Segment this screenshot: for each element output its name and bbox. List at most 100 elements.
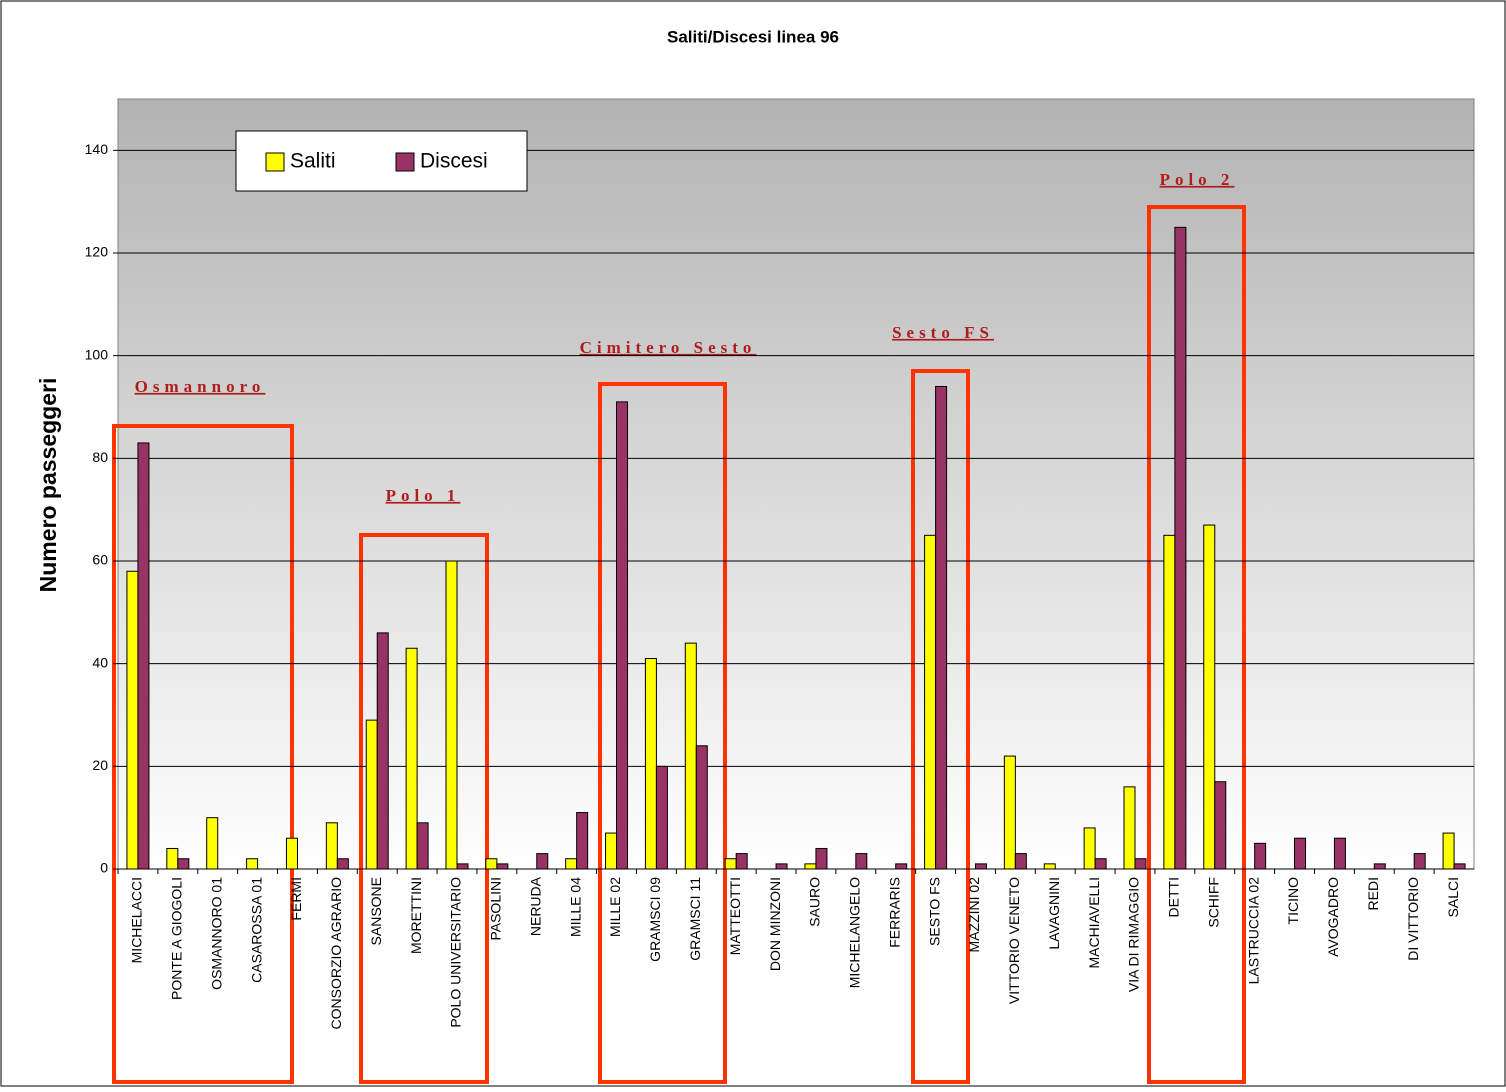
bar [1254, 842, 1267, 870]
x-tick-label: MAZZINI 02 [966, 877, 982, 953]
x-tick-label: SCHIFF [1205, 877, 1221, 928]
x-tick-label: MACHIAVELLI [1086, 877, 1102, 969]
bar [1094, 858, 1107, 870]
bar [735, 853, 748, 870]
bar [974, 863, 987, 870]
bar [1003, 755, 1016, 870]
bar [485, 858, 498, 870]
bar [565, 858, 578, 870]
bar [1413, 853, 1426, 870]
x-tick-label: GRAMSCI 09 [647, 877, 663, 962]
bar [1174, 226, 1187, 870]
bar [285, 837, 298, 870]
y-tick-label: 100 [85, 346, 109, 362]
legend-swatch [265, 152, 285, 172]
x-tick-label: LASTRUCCIA 02 [1245, 877, 1261, 985]
x-tick-label: NERUDA [527, 876, 543, 936]
bar [1163, 534, 1176, 870]
x-tick-label: MATTEOTTI [727, 877, 743, 955]
x-tick-label: DON MINZONI [767, 877, 783, 971]
bar [405, 647, 418, 870]
x-tick-label: VIA DI RIMAGGIO [1126, 877, 1142, 992]
x-tick-label: POLO UNIVERSITARIO [448, 877, 464, 1028]
x-tick-label: REDI [1365, 877, 1381, 910]
bar [536, 853, 549, 870]
bar [325, 822, 338, 870]
bar [804, 863, 817, 870]
bar [1453, 863, 1466, 870]
x-tick-label: DI VITTORIO [1405, 877, 1421, 961]
bar [1123, 786, 1136, 870]
legend-label: Discesi [420, 150, 488, 173]
x-tick-label: AVOGADRO [1325, 877, 1341, 957]
annotation: Polo 1 [386, 486, 461, 505]
legend-label: Saliti [290, 150, 336, 173]
bar [166, 847, 179, 870]
x-tick-label: MICHELACCI [129, 877, 145, 963]
x-tick-label: MORETTINI [408, 877, 424, 954]
bar [655, 765, 668, 870]
x-tick-label: PONTE A GIOGOLI [169, 877, 185, 1000]
bar [576, 812, 589, 870]
bar [775, 863, 788, 870]
bar [1134, 858, 1147, 870]
x-tick-label: SAURO [807, 877, 823, 927]
bar [1214, 781, 1227, 870]
bar [1333, 837, 1346, 870]
bar [684, 642, 697, 870]
bar [1203, 524, 1216, 870]
x-tick-label: GRAMSCI 11 [687, 877, 703, 961]
y-tick-label: 80 [92, 449, 108, 465]
bar [177, 858, 190, 870]
y-axis-title: Numero passeggeri [35, 378, 61, 593]
x-tick-label: DETTI [1166, 877, 1182, 917]
bar [445, 560, 458, 870]
plot-area [117, 98, 1475, 870]
bar [336, 858, 349, 870]
x-tick-label: MILLE 02 [607, 877, 623, 937]
annotation: Polo 2 [1160, 170, 1235, 189]
bar [456, 863, 469, 870]
bar [1014, 853, 1027, 870]
y-tick-label: 40 [92, 654, 108, 670]
bar [1294, 837, 1307, 870]
group-box [1147, 205, 1246, 1084]
x-tick-label: SESTO FS [926, 877, 942, 946]
x-tick-label: TICINO [1285, 877, 1301, 925]
chart-title: Saliti/Discesi linea 96 [667, 27, 839, 46]
x-tick-label: FERRARIS [886, 877, 902, 948]
x-tick-label: MILLE 04 [567, 877, 583, 937]
bar [416, 822, 429, 870]
y-tick-label: 20 [92, 757, 108, 773]
bar [815, 847, 828, 870]
x-tick-label: CONSORZIO AGRARIO [328, 877, 344, 1030]
bar [246, 858, 259, 870]
x-tick-label: FERMI [288, 877, 304, 921]
x-tick-label: SALCI [1445, 877, 1461, 917]
bar [895, 863, 908, 870]
x-tick-label: PASOLINI [488, 877, 504, 941]
group-box [112, 424, 294, 1084]
bar [695, 745, 708, 870]
group-box [598, 382, 727, 1084]
annotation: Cimitero Sesto [580, 338, 757, 357]
annotation: Sesto FS [892, 323, 994, 342]
legend: Saliti Discesi [235, 130, 528, 192]
y-tick-label: 60 [92, 552, 108, 568]
y-tick-label: 120 [85, 244, 109, 260]
bar [935, 385, 948, 870]
group-box [911, 369, 970, 1084]
group-box [359, 533, 489, 1084]
bar [724, 858, 737, 870]
x-tick-label: OSMANNORO 01 [208, 877, 224, 990]
x-tick-label: SANSONE [368, 877, 384, 945]
x-tick-label: LAVAGNINI [1046, 877, 1062, 950]
bar [616, 401, 629, 870]
legend-swatch [395, 152, 415, 172]
bar [1083, 827, 1096, 870]
bar [365, 719, 378, 870]
annotation: Osmannoro [135, 377, 266, 396]
bar [605, 832, 618, 870]
bar [644, 658, 657, 870]
